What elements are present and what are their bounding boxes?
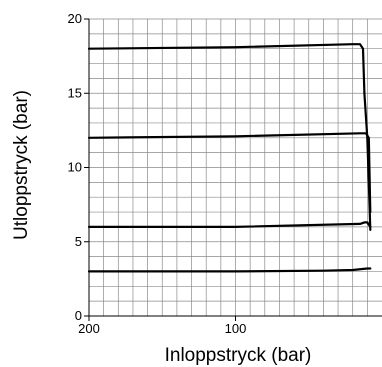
y-tick-label: 10 xyxy=(68,160,82,175)
y-axis-title: Utloppstryck (bar) xyxy=(11,90,32,240)
x-tick-label: 100 xyxy=(225,321,247,336)
x-tick-label: 200 xyxy=(78,321,100,336)
y-tick-label: 0 xyxy=(75,308,82,323)
y-tick-label: 20 xyxy=(68,11,82,26)
x-axis-title: Inloppstryck (bar) xyxy=(165,345,312,366)
y-tick-label: 5 xyxy=(75,234,82,249)
series-line xyxy=(87,221,372,228)
series-line xyxy=(87,132,372,214)
y-tick-label: 15 xyxy=(68,85,82,100)
axes xyxy=(84,18,382,321)
series-layer xyxy=(87,43,372,273)
series-line xyxy=(87,267,372,273)
tick-labels: 0 5 10 15 20 200 100 xyxy=(68,11,247,336)
